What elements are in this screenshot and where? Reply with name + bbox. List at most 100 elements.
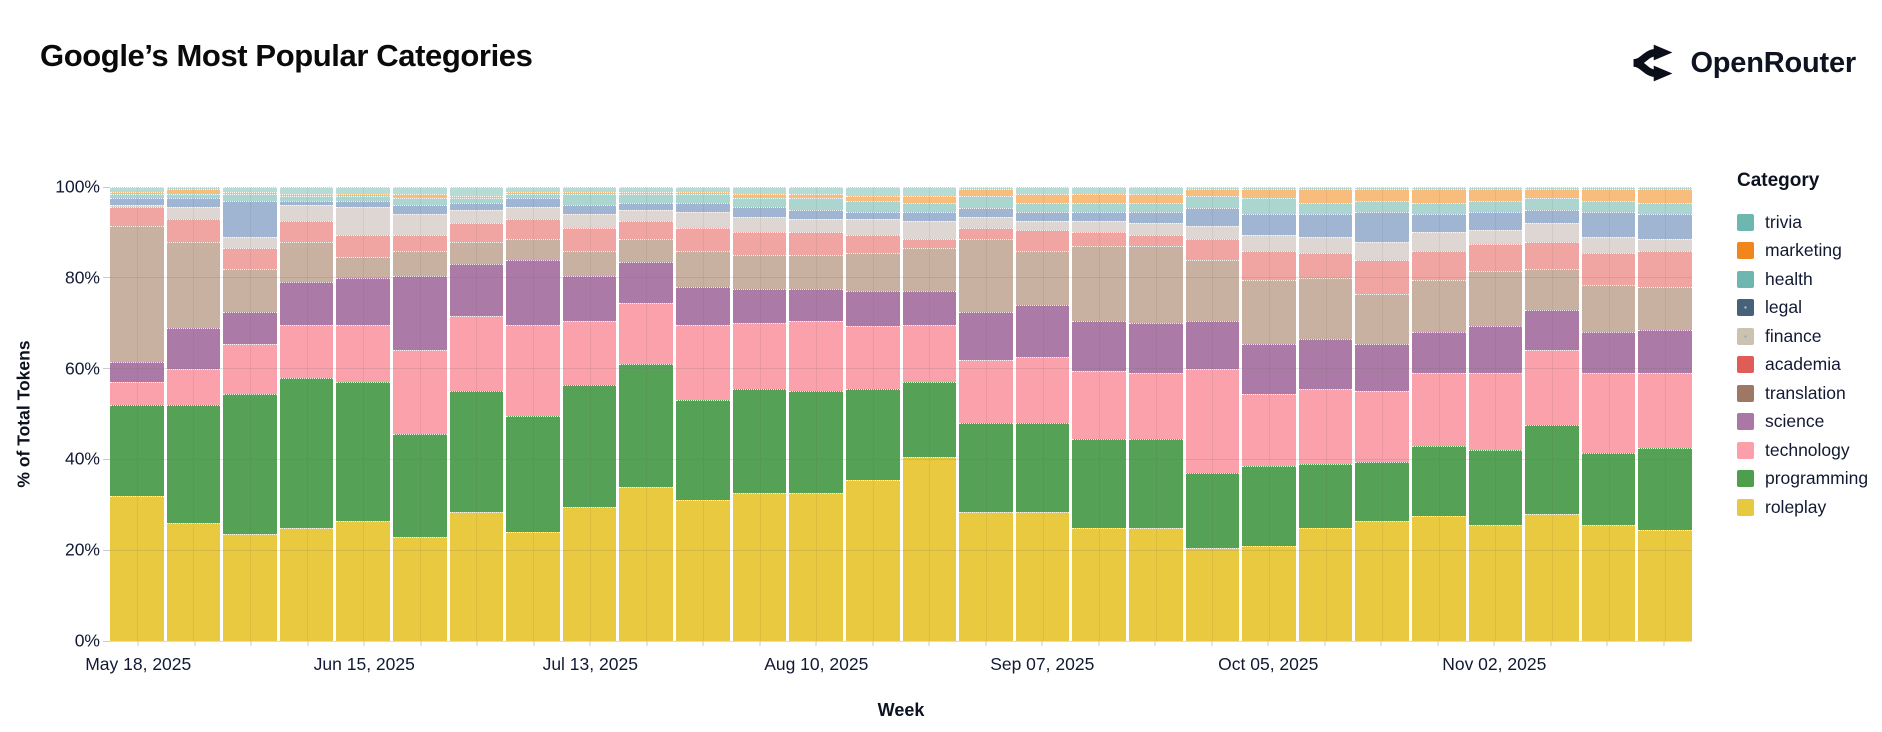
bar-week-nov-02-2025[interactable] xyxy=(1468,187,1523,641)
segment-finance[interactable] xyxy=(279,205,334,222)
segment-legal[interactable] xyxy=(1468,212,1523,231)
segment-translation[interactable] xyxy=(789,255,843,290)
segment-programming[interactable] xyxy=(506,416,560,533)
segment-translation[interactable] xyxy=(336,257,391,278)
segment-trivia[interactable] xyxy=(1581,187,1636,190)
segment-health[interactable] xyxy=(1355,200,1410,213)
segment-health[interactable] xyxy=(223,193,277,201)
segment-translation[interactable] xyxy=(1355,293,1410,344)
segment-finance[interactable] xyxy=(1525,223,1579,242)
segment-translation[interactable] xyxy=(619,239,674,262)
segment-legal[interactable] xyxy=(1185,207,1240,226)
segment-technology[interactable] xyxy=(562,320,617,385)
legend-item-finance[interactable]: finance xyxy=(1737,322,1868,351)
segment-trivia[interactable] xyxy=(166,187,221,190)
segment-technology[interactable] xyxy=(1185,368,1240,474)
segment-academia[interactable] xyxy=(1072,232,1126,247)
segment-trivia[interactable] xyxy=(1638,187,1693,190)
segment-science[interactable] xyxy=(449,264,504,317)
bar-week-oct-05-2025[interactable] xyxy=(1242,187,1296,641)
segment-translation[interactable] xyxy=(223,268,277,312)
segment-programming[interactable] xyxy=(166,404,221,523)
segment-finance[interactable] xyxy=(336,207,391,235)
segment-science[interactable] xyxy=(845,291,900,326)
segment-science[interactable] xyxy=(279,282,334,326)
segment-health[interactable] xyxy=(1638,202,1693,215)
segment-legal[interactable] xyxy=(1128,212,1183,224)
segment-roleplay[interactable] xyxy=(110,495,164,641)
segment-programming[interactable] xyxy=(902,382,957,458)
bar-week-may-25-2025[interactable] xyxy=(166,187,221,641)
segment-trivia[interactable] xyxy=(959,187,1013,190)
segment-finance[interactable] xyxy=(166,207,221,219)
segment-academia[interactable] xyxy=(1638,250,1693,287)
segment-legal[interactable] xyxy=(959,207,1013,217)
segment-technology[interactable] xyxy=(166,368,221,405)
segment-trivia[interactable] xyxy=(1412,187,1466,190)
segment-health[interactable] xyxy=(732,198,787,208)
segment-technology[interactable] xyxy=(619,302,674,365)
segment-health[interactable] xyxy=(1298,202,1353,215)
segment-legal[interactable] xyxy=(1072,212,1126,222)
segment-health[interactable] xyxy=(393,198,447,206)
segment-programming[interactable] xyxy=(1638,448,1693,530)
bar-week-sep-28-2025[interactable] xyxy=(1185,187,1240,641)
segment-programming[interactable] xyxy=(1128,438,1183,528)
bar-week-jul-20-2025[interactable] xyxy=(619,187,674,641)
segment-translation[interactable] xyxy=(393,250,447,276)
segment-science[interactable] xyxy=(959,311,1013,360)
segment-translation[interactable] xyxy=(732,255,787,290)
segment-academia[interactable] xyxy=(110,207,164,226)
segment-programming[interactable] xyxy=(279,377,334,528)
segment-technology[interactable] xyxy=(1581,373,1636,453)
segment-finance[interactable] xyxy=(619,209,674,222)
segment-roleplay[interactable] xyxy=(279,527,334,641)
segment-finance[interactable] xyxy=(845,218,900,235)
segment-programming[interactable] xyxy=(676,400,730,501)
legend-item-translation[interactable]: translation xyxy=(1737,379,1868,408)
segment-marketing[interactable] xyxy=(1581,189,1636,201)
segment-academia[interactable] xyxy=(732,232,787,256)
segment-marketing[interactable] xyxy=(902,196,957,203)
segment-finance[interactable] xyxy=(789,218,843,233)
segment-science[interactable] xyxy=(1128,323,1183,374)
segment-programming[interactable] xyxy=(732,389,787,494)
segment-marketing[interactable] xyxy=(1185,189,1240,197)
segment-technology[interactable] xyxy=(1525,350,1579,426)
segment-programming[interactable] xyxy=(110,404,164,496)
segment-programming[interactable] xyxy=(1242,466,1296,546)
bar-week-aug-31-2025[interactable] xyxy=(959,187,1013,641)
segment-roleplay[interactable] xyxy=(449,511,504,641)
bar-week-jun-22-2025[interactable] xyxy=(393,187,447,641)
legend-item-programming[interactable]: programming xyxy=(1737,465,1868,494)
segment-trivia[interactable] xyxy=(845,187,900,197)
segment-roleplay[interactable] xyxy=(1185,547,1240,641)
bar-week-jul-27-2025[interactable] xyxy=(676,187,730,641)
segment-marketing[interactable] xyxy=(1298,189,1353,203)
legend-item-marketing[interactable]: marketing xyxy=(1737,237,1868,266)
segment-legal[interactable] xyxy=(506,198,560,208)
segment-trivia[interactable] xyxy=(732,187,787,194)
segment-finance[interactable] xyxy=(1072,221,1126,233)
segment-science[interactable] xyxy=(1298,339,1353,390)
segment-technology[interactable] xyxy=(336,325,391,383)
segment-academia[interactable] xyxy=(1468,243,1523,272)
segment-academia[interactable] xyxy=(223,248,277,269)
segment-trivia[interactable] xyxy=(449,187,504,197)
segment-roleplay[interactable] xyxy=(1638,529,1693,641)
segment-finance[interactable] xyxy=(449,209,504,224)
segment-legal[interactable] xyxy=(393,205,447,215)
segment-roleplay[interactable] xyxy=(845,479,900,641)
segment-programming[interactable] xyxy=(845,389,900,480)
segment-science[interactable] xyxy=(393,275,447,351)
segment-health[interactable] xyxy=(845,200,900,213)
segment-programming[interactable] xyxy=(336,382,391,521)
segment-marketing[interactable] xyxy=(789,193,843,199)
segment-health[interactable] xyxy=(1072,202,1126,213)
segment-academia[interactable] xyxy=(1242,250,1296,281)
segment-trivia[interactable] xyxy=(1072,187,1126,194)
segment-translation[interactable] xyxy=(1072,246,1126,321)
segment-roleplay[interactable] xyxy=(223,534,277,641)
segment-finance[interactable] xyxy=(676,212,730,228)
segment-translation[interactable] xyxy=(959,239,1013,312)
